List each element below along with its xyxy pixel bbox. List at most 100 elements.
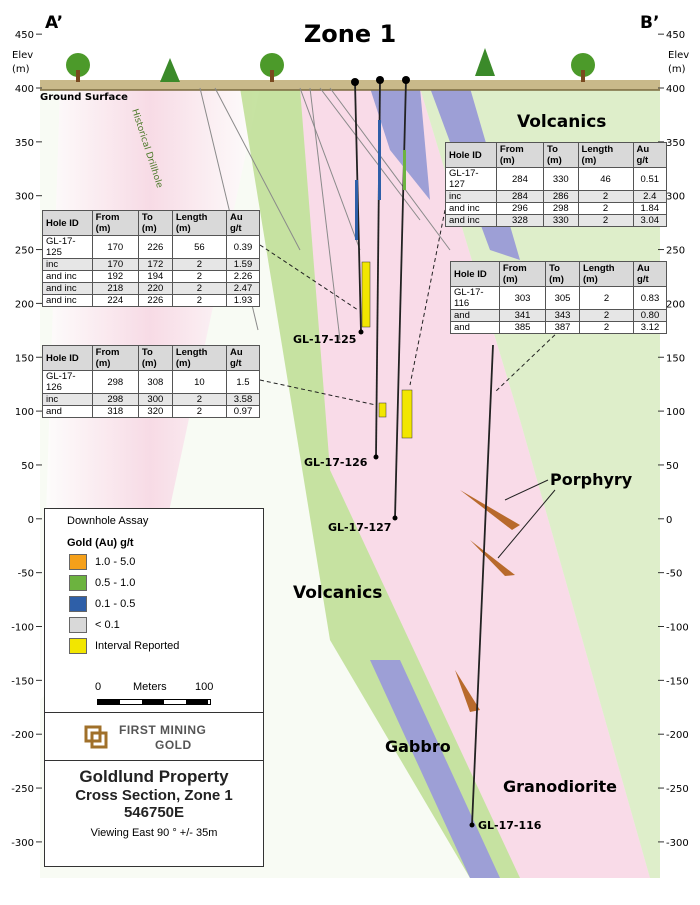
table-cell: 0.51 — [632, 167, 668, 191]
table-cell: 328 — [495, 214, 544, 227]
elev-tick-label: 200 — [666, 299, 685, 310]
table-cell: and inc — [445, 202, 497, 215]
table-cell: 296 — [495, 202, 544, 215]
header-cell: Au g/t — [633, 261, 667, 287]
intervals — [355, 120, 413, 439]
table-cell: 2 — [171, 270, 227, 283]
header-cell: Au g/t — [225, 345, 261, 371]
historical-hole — [299, 87, 361, 251]
table-cell: 343 — [545, 309, 580, 322]
elev-tick-label: -300 — [11, 838, 34, 849]
pink-zone — [300, 88, 650, 878]
table-cell: GL-17-126 — [42, 370, 93, 394]
porphyry-dyke — [455, 670, 480, 712]
header-cell: To (m) — [137, 210, 173, 236]
legend-label: < 0.1 — [95, 619, 120, 631]
table-cell: 330 — [542, 214, 579, 227]
table-cell: 387 — [545, 321, 580, 334]
table-cell: and inc — [445, 214, 497, 227]
elev-tick-label: 100 — [15, 407, 34, 418]
table-cell: 2 — [578, 286, 635, 310]
ground-surface-label: Ground Surface — [40, 92, 128, 103]
table-cell: 305 — [545, 286, 580, 310]
interval-reported — [378, 402, 387, 418]
table-row: and inc 192 194 2 2.26 — [42, 270, 261, 283]
tree — [260, 53, 284, 77]
header-cell: From (m) — [495, 142, 544, 168]
table-cell: 341 — [498, 309, 547, 322]
table-cell: 2 — [577, 214, 634, 227]
scale-start: 0 — [95, 681, 102, 693]
elev-label: (m) — [668, 64, 686, 75]
table-cell: and inc — [42, 282, 93, 295]
table-cell: 2 — [171, 258, 227, 271]
table-cell: and — [450, 321, 500, 334]
header-cell: Hole ID — [42, 345, 93, 371]
historical-hole — [309, 87, 341, 341]
elev-tick-label: 400 — [15, 84, 34, 95]
table-row: inc 284 286 2 2.4 — [445, 190, 668, 203]
hole-label: GL-17-127 — [328, 521, 391, 534]
header-cell: Length (m) — [171, 345, 227, 371]
table-cell: 2.47 — [225, 282, 261, 295]
trees — [66, 48, 595, 82]
table-cell: 1.93 — [225, 294, 261, 307]
logo-text: Gold — [155, 738, 192, 752]
table-row: and inc 218 220 2 2.47 — [42, 282, 261, 295]
table-cell: 0.80 — [633, 309, 667, 322]
elev-tick-label: -100 — [11, 623, 34, 634]
leader — [494, 329, 561, 393]
hole-end — [373, 454, 379, 460]
table-header: Hole ID From (m) To (m) Length (m) Au g/t — [450, 261, 667, 287]
table-cell: 303 — [498, 286, 547, 310]
table-cell: 0.97 — [225, 405, 261, 418]
unit-label: Volcanics — [517, 112, 606, 132]
logo-icon — [84, 725, 108, 749]
porphyry-dyke — [470, 540, 515, 576]
table-cell: 298 — [91, 393, 139, 406]
title: Zone 1 — [304, 20, 396, 48]
hole-end — [358, 329, 364, 335]
table-cell: 2 — [171, 405, 227, 418]
elev-tick-label: 0 — [28, 515, 34, 526]
leader — [259, 379, 377, 406]
gabbro-unit — [370, 660, 500, 878]
arrows — [497, 479, 556, 559]
table-cell: 318 — [91, 405, 139, 418]
header-cell: From (m) — [91, 210, 139, 236]
elev-tick-label: -250 — [666, 784, 689, 795]
interval-reported — [401, 389, 413, 439]
interval-reported — [361, 261, 371, 328]
header-cell: From (m) — [498, 261, 547, 287]
table-cell: 220 — [137, 282, 173, 295]
unit-label: Granodiorite — [503, 777, 617, 796]
unit-label: Gabbro — [385, 737, 451, 756]
hole-end — [392, 515, 398, 521]
table-cell: 385 — [498, 321, 547, 334]
elev-tick-label: 50 — [21, 461, 34, 472]
elev-tick-label: 0 — [666, 515, 672, 526]
elev-tick-label: 450 — [666, 30, 685, 41]
legend-swatch — [69, 596, 87, 612]
header-cell: Au g/t — [632, 142, 668, 168]
table-cell: GL-17-125 — [42, 235, 93, 259]
table-cell: 298 — [542, 202, 579, 215]
viewing: Viewing East 90 ° +/- 35m — [90, 827, 218, 839]
table-cell: 3.12 — [633, 321, 667, 334]
elev-tick-label: 250 — [666, 246, 685, 257]
legend-item: Interval Reported — [69, 638, 263, 654]
scale-bar — [97, 699, 211, 705]
title-block: Goldlund Property Cross Section, Zone 1 … — [44, 760, 264, 867]
legend-label: 1.0 - 5.0 — [95, 556, 136, 568]
legend-swatch — [69, 638, 87, 654]
table-cell: inc — [42, 393, 93, 406]
section-name: Cross Section, Zone 1 — [75, 787, 233, 804]
table-cell: 56 — [171, 235, 227, 259]
table-cell: and — [42, 405, 93, 418]
elev-tick-label: 300 — [666, 192, 685, 203]
header-cell: From (m) — [91, 345, 139, 371]
elev-tick-label: 50 — [666, 461, 679, 472]
table-cell: GL-17-127 — [445, 167, 497, 191]
table-row: and 341 343 2 0.80 — [450, 309, 667, 322]
